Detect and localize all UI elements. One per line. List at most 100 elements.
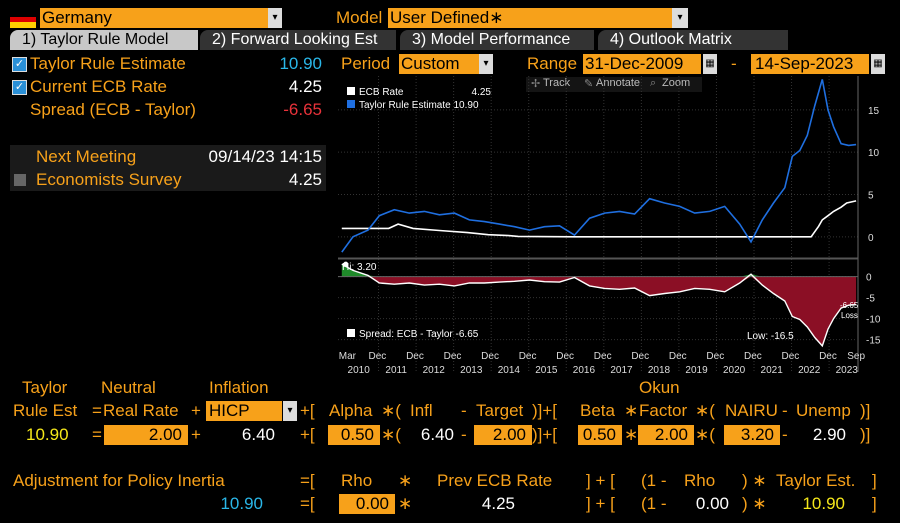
beta-input[interactable]: 0.50 xyxy=(578,425,622,445)
inertia-rho: Rho xyxy=(341,471,373,490)
bottom-legend: Spread: ECB - Taylor -6.65 xyxy=(347,328,478,341)
model-label: Model xyxy=(336,8,383,27)
inflation-dropdown-button[interactable]: ▾ xyxy=(283,401,297,421)
taylor-checkbox[interactable]: ✓ xyxy=(12,57,27,72)
bottom-y-tick-label: -15 xyxy=(866,336,881,347)
bottom-y-tick-label: 0 xyxy=(866,273,872,284)
x-year-tick-label: 2012 xyxy=(423,365,446,376)
country-select[interactable]: Germany xyxy=(40,8,268,28)
h-real-rate: Real Rate xyxy=(103,401,179,420)
economists-survey-value: 4.25 xyxy=(288,170,322,189)
legend-item-taylor: Taylor Rule Estimate 10.90 xyxy=(347,99,499,112)
alpha-input[interactable]: 0.50 xyxy=(328,425,380,445)
v-star: ∗ xyxy=(624,425,639,444)
v-inflation: 6.40 xyxy=(241,425,275,444)
zoom-icon: ⌕ xyxy=(650,77,657,89)
inertia-close-star: ) ∗ xyxy=(742,471,767,490)
x-year-tick-label: 2016 xyxy=(573,365,596,376)
x-year-tick-label: 2011 xyxy=(385,365,407,376)
neutral-real-rate-input[interactable]: 2.00 xyxy=(104,425,188,445)
range-start-calendar-icon[interactable]: ▦ xyxy=(703,54,717,74)
range-end-calendar-icon[interactable]: ▦ xyxy=(871,54,885,74)
h-close-plus: )]+[ xyxy=(532,401,558,420)
tab-forward-looking-est[interactable]: 2) Forward Looking Est xyxy=(200,30,396,50)
inertia-rho2-value: 0.00 xyxy=(695,494,729,513)
range-end-field[interactable]: 14-Sep-2023 xyxy=(751,54,869,74)
nairu-input[interactable]: 3.20 xyxy=(724,425,780,445)
inertia-close-plus-bracket: ] + [ xyxy=(586,471,615,490)
h-target: Target xyxy=(476,401,524,420)
x-month-tick-label: Dec xyxy=(782,351,800,362)
inflation-measure-value: HICP xyxy=(209,401,250,420)
tab-model-performance[interactable]: 3) Model Performance xyxy=(400,30,594,50)
h-beta: Beta xyxy=(580,401,615,420)
h-nairu: NAIRU xyxy=(725,401,778,420)
h-unemp: Unemp xyxy=(796,401,851,420)
rho-input[interactable]: 0.00 xyxy=(339,494,395,514)
range-start-value: 31-Dec-2009 xyxy=(585,54,684,73)
top-y-tick-label: 5 xyxy=(868,191,874,202)
spread-low-label: Low: -16.5 xyxy=(747,331,794,342)
v-plus-bracket: +[ xyxy=(300,425,315,444)
range-start-field[interactable]: 31-Dec-2009 xyxy=(583,54,701,74)
country-dropdown-button[interactable]: ▾ xyxy=(268,8,282,28)
inertia-v-star: ∗ xyxy=(398,494,413,513)
track-button[interactable]: Track xyxy=(543,77,571,89)
inertia-v-close: ] xyxy=(872,494,877,513)
x-year-tick-label: 2022 xyxy=(798,365,821,376)
range-label: Range xyxy=(527,54,578,73)
legend-ecb-name: ECB Rate xyxy=(359,87,404,98)
model-select[interactable]: User Defined∗ xyxy=(388,8,672,28)
spread-end-tag-label: Loss xyxy=(841,311,858,320)
period-label: Period xyxy=(341,54,391,73)
top-y-tick-label: 0 xyxy=(868,233,874,244)
spread-hi-marker xyxy=(343,261,349,267)
top-y-tick-label: 10 xyxy=(868,148,880,159)
x-month-tick-label: Dec xyxy=(444,351,462,362)
period-dropdown-button[interactable]: ▾ xyxy=(479,54,493,74)
h-minus: - xyxy=(461,401,467,420)
spread-line xyxy=(341,263,857,348)
v-minus: - xyxy=(461,425,467,444)
model-value: User Defined∗ xyxy=(390,8,504,27)
bottom-y-tick-label: -5 xyxy=(866,294,875,305)
current-ecb-value: 4.25 xyxy=(288,77,322,96)
tab-outlook-matrix[interactable]: 4) Outlook Matrix xyxy=(598,30,788,50)
legend-ecb-value: 4.25 xyxy=(471,87,491,98)
x-year-tick-label: 2019 xyxy=(685,365,708,376)
inflation-target-input[interactable]: 2.00 xyxy=(474,425,532,445)
v-rule-est: 10.90 xyxy=(26,425,69,444)
x-month-tick-label: Dec xyxy=(369,351,387,362)
inertia-prev-ecb: Prev ECB Rate xyxy=(437,471,553,490)
period-value: Custom xyxy=(401,54,460,73)
x-month-tick-label: Dec xyxy=(744,351,762,362)
x-month-tick-label: Dec xyxy=(519,351,537,362)
inertia-v-close-star: ) ∗ xyxy=(742,494,767,513)
v-star-paren: ∗( xyxy=(381,425,401,444)
okun-factor-input[interactable]: 2.00 xyxy=(638,425,694,445)
v-close: )] xyxy=(860,425,871,444)
top-y-tick-label: 15 xyxy=(868,106,880,117)
tab-taylor-rule-model[interactable]: 1) Taylor Rule Model xyxy=(10,30,198,50)
inertia-prev-ecb-value: 4.25 xyxy=(481,494,515,513)
model-dropdown-button[interactable]: ▾ xyxy=(672,8,688,28)
zoom-button[interactable]: Zoom xyxy=(662,77,691,89)
inflation-measure-select[interactable]: HICP xyxy=(206,401,282,421)
x-year-tick-label: 2023 xyxy=(836,365,859,376)
h-plus1: + xyxy=(191,401,201,420)
inertia-v-close-plus-bracket: ] + [ xyxy=(586,494,615,513)
period-select[interactable]: Custom xyxy=(399,54,479,74)
x-month-tick-label: Dec xyxy=(669,351,687,362)
h-infl: Infl xyxy=(410,401,433,420)
survey-checkbox[interactable] xyxy=(14,174,26,186)
h-alpha: Alpha xyxy=(329,401,373,420)
chart-panel xyxy=(337,75,887,380)
h-plus-bracket: +[ xyxy=(300,401,315,420)
x-month-tick-label: Dec xyxy=(556,351,574,362)
x-year-tick-label: 2015 xyxy=(535,365,558,376)
spread-positive-area xyxy=(341,264,857,277)
taylor-estimate-label: Taylor Rule Estimate xyxy=(30,54,186,73)
annotate-button[interactable]: Annotate xyxy=(596,77,641,89)
ecb-checkbox[interactable]: ✓ xyxy=(12,80,27,95)
